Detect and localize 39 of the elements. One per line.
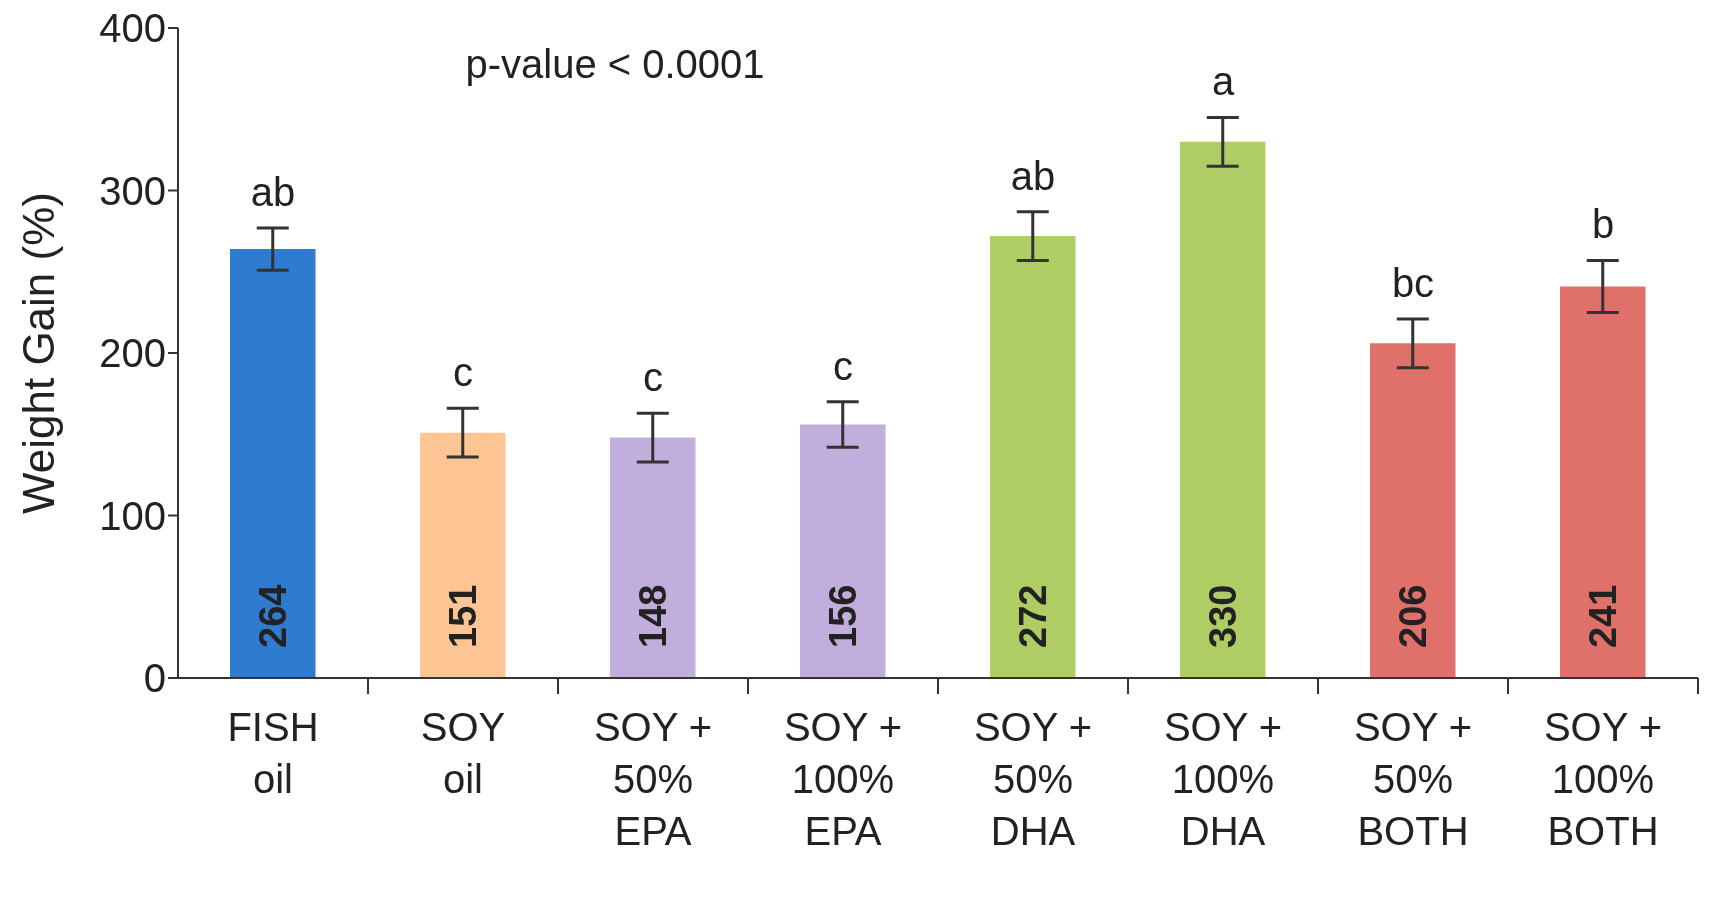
x-tick-label: SOY + 50% DHA <box>973 705 1093 853</box>
annotation: ab <box>1010 153 1056 198</box>
x-tick-label: SOY oil <box>420 705 506 801</box>
data-label: 148 <box>631 584 674 648</box>
data-label: 264 <box>251 584 294 648</box>
bar <box>800 424 886 678</box>
annotation: ab <box>250 169 296 214</box>
y-tick-label: 100 <box>99 493 166 538</box>
annotation: c <box>833 343 853 388</box>
bar <box>990 236 1076 678</box>
bar <box>1560 286 1646 678</box>
data-label: 156 <box>821 584 864 648</box>
y-tick-label: 0 <box>143 656 166 701</box>
bar <box>420 432 506 678</box>
x-tick-label: SOY + 100% DHA <box>1163 705 1283 853</box>
bar <box>610 437 696 678</box>
x-tick-label: SOY + 100% BOTH <box>1543 705 1663 853</box>
data-label: 241 <box>1581 584 1624 648</box>
y-axis-title: Weight Gain (%) <box>13 192 63 514</box>
y-tick-label: 200 <box>99 331 166 376</box>
data-label: 272 <box>1011 584 1054 648</box>
bar <box>1370 343 1456 678</box>
annotation: a <box>1211 59 1235 104</box>
x-tick-label: SOY + 50% BOTH <box>1353 705 1473 853</box>
annotation: bc <box>1391 260 1435 305</box>
annotation: c <box>643 355 663 400</box>
data-label: 151 <box>441 584 484 648</box>
x-tick-label: SOY + 100% EPA <box>783 705 903 853</box>
x-tick-label: FISH oil <box>227 705 319 801</box>
annotation: p-value < 0.0001 <box>465 42 765 86</box>
y-tick-label: 400 <box>99 6 166 51</box>
data-label: 330 <box>1201 584 1244 648</box>
bar <box>1180 141 1266 678</box>
annotation: b <box>1591 202 1615 247</box>
x-tick-label: SOY + 50% EPA <box>593 705 713 853</box>
bar <box>230 249 316 678</box>
y-tick-label: 300 <box>99 168 166 213</box>
annotation: c <box>453 350 473 395</box>
data-label: 206 <box>1391 584 1434 648</box>
